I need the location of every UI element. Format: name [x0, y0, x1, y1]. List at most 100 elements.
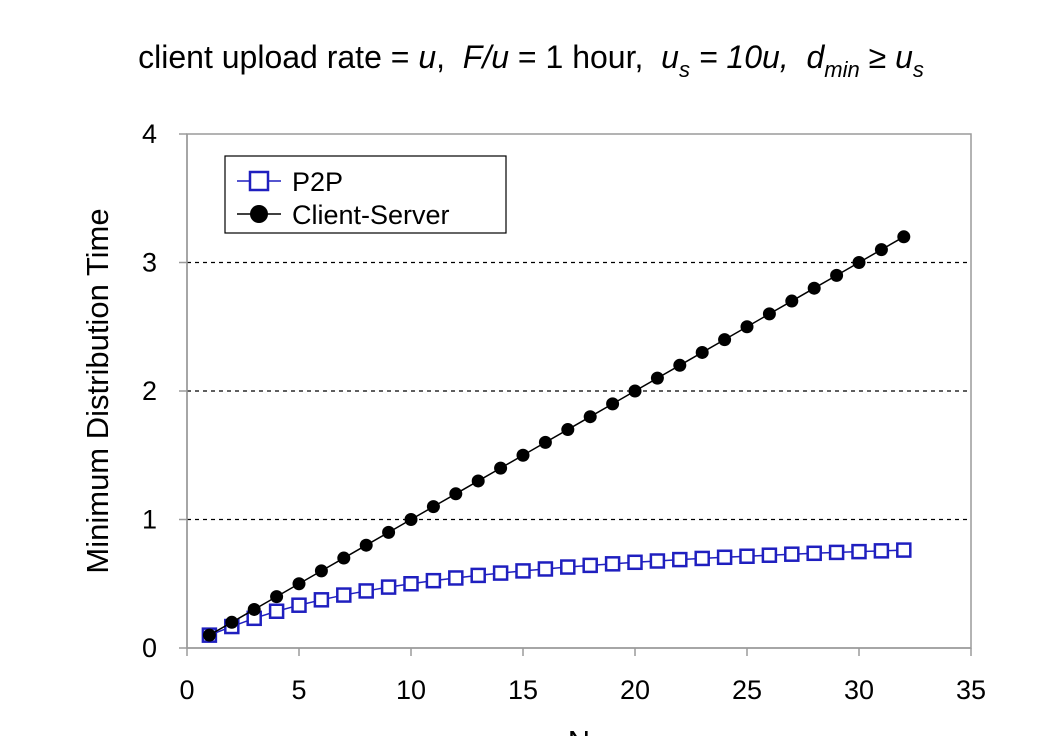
y-tick-label-2: 2	[142, 376, 157, 406]
point-client-server-16	[538, 435, 552, 449]
y-tick-label-3: 3	[142, 248, 157, 278]
point-client-server-9	[382, 525, 396, 539]
point-client-server-10	[404, 513, 418, 526]
point-client-server-28	[807, 281, 821, 295]
point-client-server-11	[426, 500, 440, 514]
x-tick-label-15: 15	[508, 675, 538, 705]
point-p2p-10	[403, 576, 419, 592]
point-p2p-17	[560, 559, 576, 575]
data-series	[201, 230, 912, 643]
x-tick-label-20: 20	[620, 675, 650, 705]
point-client-server-22	[673, 358, 687, 372]
point-client-server-2	[225, 615, 239, 629]
title-dmin-base: d	[806, 39, 825, 75]
title-dmin-sub: min	[824, 57, 859, 82]
point-client-server-25	[740, 320, 754, 334]
point-p2p-14	[492, 565, 509, 581]
point-client-server-32	[897, 230, 911, 244]
x-tick-label-25: 25	[732, 675, 762, 705]
title-u: u	[418, 39, 436, 75]
x-tick-label-35: 35	[956, 675, 986, 705]
axes: 0 1 2 3 4 0 5 10 15 20 25 30 35	[142, 119, 986, 705]
point-p2p-25	[739, 548, 755, 565]
title-sep1: ,	[436, 39, 463, 75]
chart-title: client upload rate = u, F/u = 1 hour, us…	[138, 39, 924, 82]
point-client-server-5	[292, 577, 306, 591]
point-p2p-9	[380, 579, 397, 595]
series-client-server	[202, 230, 911, 642]
title-one-hour: = 1 hour,	[509, 39, 661, 75]
point-p2p-22	[672, 551, 688, 568]
point-client-server-18	[583, 410, 597, 424]
grid-lines	[187, 261, 971, 521]
point-client-server-27	[785, 294, 799, 308]
point-client-server-21	[650, 371, 664, 385]
point-p2p-28	[806, 545, 822, 562]
point-client-server-30	[852, 256, 866, 269]
point-p2p-19	[604, 556, 621, 572]
legend: P2P Client-Server	[224, 155, 507, 234]
title-prefix: client upload rate =	[138, 39, 418, 75]
point-p2p-13	[470, 567, 486, 584]
title-us-base: u	[661, 39, 679, 75]
point-p2p-4	[268, 603, 285, 619]
point-client-server-31	[874, 243, 888, 257]
title-geq: ≥	[860, 39, 895, 75]
y-tick-label-0: 0	[142, 633, 157, 663]
x-tick-label-30: 30	[844, 675, 874, 705]
point-p2p-27	[784, 546, 800, 562]
legend-p2p-marker	[248, 170, 270, 192]
legend-p2p-label: P2P	[292, 167, 343, 197]
point-client-server-29	[830, 268, 844, 282]
legend-cs-label: Client-Server	[292, 200, 450, 230]
point-client-server-12	[449, 487, 463, 501]
point-p2p-30	[851, 543, 867, 560]
x-axis-title: N	[568, 724, 590, 736]
point-client-server-15	[516, 448, 530, 462]
title-us-value: = 10u,	[690, 39, 807, 75]
x-tick-label-5: 5	[291, 675, 306, 705]
point-p2p-7	[336, 587, 352, 603]
y-tick-label-4: 4	[142, 119, 157, 149]
point-p2p-6	[313, 592, 330, 608]
point-p2p-16	[537, 561, 554, 577]
point-p2p-5	[291, 597, 307, 613]
point-client-server-1	[202, 628, 216, 642]
point-p2p-23	[694, 550, 710, 567]
y-tick-label-1: 1	[142, 505, 157, 535]
legend-box	[224, 155, 507, 234]
point-client-server-23	[695, 345, 709, 359]
point-client-server-26	[762, 307, 776, 321]
point-client-server-19	[606, 397, 620, 411]
point-p2p-21	[649, 553, 666, 569]
point-client-server-13	[471, 474, 485, 488]
point-client-server-14	[494, 461, 508, 475]
point-p2p-20	[627, 554, 643, 571]
point-client-server-3	[247, 602, 261, 616]
y-axis-title: Minimum Distribution Time	[80, 208, 115, 573]
title-f-over-u: F/u	[463, 39, 509, 75]
title-us2-base: u	[895, 39, 913, 75]
legend-cs-marker	[250, 205, 268, 223]
point-client-server-4	[270, 590, 284, 604]
series-p2p	[201, 542, 912, 643]
point-client-server-17	[561, 423, 575, 437]
point-p2p-18	[582, 557, 598, 574]
point-p2p-24	[716, 549, 733, 566]
point-client-server-20	[628, 384, 642, 398]
point-p2p-32	[896, 542, 912, 558]
point-client-server-8	[359, 538, 373, 552]
point-client-server-24	[718, 333, 732, 347]
title-us-sub: s	[679, 57, 690, 82]
x-tick-label-0: 0	[179, 675, 194, 705]
title-us2-sub: s	[913, 57, 924, 82]
point-p2p-26	[761, 547, 778, 563]
point-p2p-15	[515, 563, 531, 579]
point-p2p-11	[425, 572, 442, 589]
series-line-client-server	[209, 236, 905, 636]
x-tick-label-10: 10	[396, 675, 426, 705]
point-client-server-7	[337, 551, 351, 565]
point-p2p-12	[448, 570, 464, 586]
